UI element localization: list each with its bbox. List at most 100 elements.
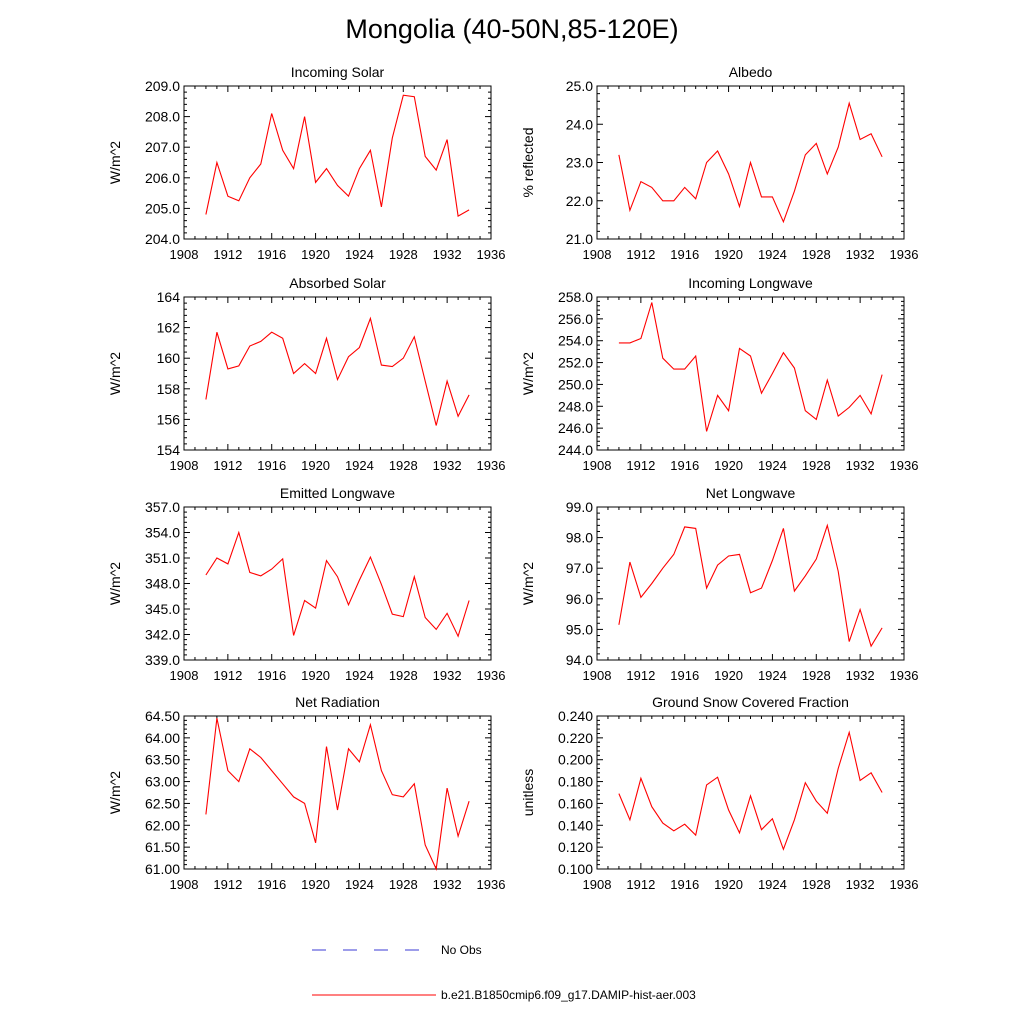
y-axis-label: W/m^2	[107, 352, 123, 395]
y-tick-label: 64.50	[145, 708, 180, 724]
y-tick-label: 258.0	[558, 289, 593, 305]
y-tick-label: 0.120	[558, 839, 593, 855]
y-tick-label: 246.0	[558, 420, 593, 436]
x-tick-label: 1924	[758, 877, 787, 892]
x-tick-label: 1936	[890, 668, 919, 683]
y-tick-label: 154	[157, 442, 181, 458]
y-tick-label: 339.0	[145, 652, 180, 668]
x-tick-label: 1920	[301, 877, 330, 892]
plot-frame	[596, 296, 905, 451]
panel-title: Net Radiation	[295, 694, 380, 710]
y-tick-label: 23.0	[566, 155, 593, 171]
x-tick-label: 1908	[170, 458, 199, 473]
y-tick-label: 64.00	[145, 730, 180, 746]
panel-3: 1908 1912 1916 1920 1924 1928 1932 1936 154 156 15…	[107, 275, 505, 473]
x-tick-label: 1920	[714, 877, 743, 892]
panel-5: 1908 1912 1916 1920 1924 1928 1932 1936 339.0 342…	[107, 485, 505, 683]
y-tick-label: 254.0	[558, 333, 593, 349]
x-tick-label: 1916	[670, 668, 699, 683]
x-tick-label: 1928	[802, 458, 831, 473]
plot-frame	[596, 715, 905, 870]
y-tick-label: 0.240	[558, 708, 593, 724]
y-tick-label: 0.100	[558, 861, 593, 877]
y-tick-label: 62.50	[145, 795, 180, 811]
y-tick-label: 0.160	[558, 795, 593, 811]
y-tick-label: 24.0	[566, 116, 593, 132]
x-tick-label: 1912	[626, 247, 655, 262]
x-tick-label: 1932	[846, 668, 875, 683]
x-tick-label: 1908	[170, 247, 199, 262]
panel-title: Absorbed Solar	[289, 275, 386, 291]
panel-title: Ground Snow Covered Fraction	[652, 694, 849, 710]
x-tick-label: 1908	[170, 877, 199, 892]
plot-frame	[183, 296, 492, 451]
x-tick-label: 1936	[477, 877, 506, 892]
x-tick-label: 1916	[670, 877, 699, 892]
y-tick-label: 95.0	[566, 621, 593, 637]
x-tick-label: 1932	[846, 877, 875, 892]
x-tick-label: 1928	[802, 668, 831, 683]
panel-8: 1908 1912 1916 1920 1924 1928 1932 1936 0.100 0.1…	[520, 694, 918, 892]
x-tick-label: 1908	[170, 668, 199, 683]
plot-frame	[183, 715, 492, 870]
panel-title: Net Longwave	[706, 485, 796, 501]
x-tick-label: 1924	[758, 247, 787, 262]
plot-frame	[183, 85, 492, 240]
series-line	[205, 316, 470, 426]
y-tick-label: 348.0	[145, 576, 180, 592]
y-tick-label: 25.0	[566, 78, 593, 94]
y-tick-label: 248.0	[558, 398, 593, 414]
y-tick-label: 209.0	[145, 78, 180, 94]
y-tick-label: 357.0	[145, 499, 180, 515]
panel-2: 1908 1912 1916 1920 1924 1928 1932 1936 21.0 22.0…	[520, 64, 918, 262]
x-tick-label: 1920	[301, 458, 330, 473]
y-axis-label: unitless	[520, 769, 536, 816]
x-tick-label: 1936	[890, 458, 919, 473]
series-line	[205, 718, 470, 871]
x-tick-label: 1912	[626, 668, 655, 683]
y-tick-label: 354.0	[145, 525, 180, 541]
series-line	[618, 730, 883, 851]
y-tick-label: 244.0	[558, 442, 593, 458]
x-tick-label: 1936	[890, 877, 919, 892]
y-tick-label: 0.180	[558, 774, 593, 790]
panel-6: 1908 1912 1916 1920 1924 1928 1932 1936 94.0 95.0…	[520, 485, 918, 683]
x-tick-label: 1920	[714, 247, 743, 262]
y-tick-label: 99.0	[566, 499, 593, 515]
x-tick-label: 1920	[714, 458, 743, 473]
x-tick-label: 1916	[670, 247, 699, 262]
y-tick-label: 63.00	[145, 774, 180, 790]
y-tick-label: 62.00	[145, 817, 180, 833]
x-tick-label: 1924	[345, 247, 374, 262]
y-axis-label: W/m^2	[107, 771, 123, 814]
x-tick-label: 1928	[802, 877, 831, 892]
y-tick-label: 94.0	[566, 652, 593, 668]
x-tick-label: 1912	[213, 668, 242, 683]
x-tick-label: 1924	[758, 668, 787, 683]
x-tick-label: 1916	[257, 668, 286, 683]
y-axis-label: W/m^2	[107, 562, 123, 605]
x-tick-label: 1916	[257, 247, 286, 262]
x-tick-label: 1916	[257, 877, 286, 892]
x-tick-label: 1916	[670, 458, 699, 473]
y-tick-label: 351.0	[145, 550, 180, 566]
x-tick-label: 1920	[301, 247, 330, 262]
x-tick-label: 1920	[301, 668, 330, 683]
x-tick-label: 1928	[389, 458, 418, 473]
y-tick-label: 96.0	[566, 591, 593, 607]
y-tick-label: 98.0	[566, 530, 593, 546]
y-axis-label: W/m^2	[107, 141, 123, 184]
y-tick-label: 21.0	[566, 231, 593, 247]
panel-1: 1908 1912 1916 1920 1924 1928 1932 1936 204.0 205…	[107, 64, 505, 262]
y-tick-label: 342.0	[145, 627, 180, 643]
series-line	[205, 94, 470, 217]
y-tick-label: 162	[157, 320, 181, 336]
panel-title: Emitted Longwave	[280, 485, 395, 501]
x-tick-label: 1912	[213, 247, 242, 262]
y-axis-label: W/m^2	[520, 352, 536, 395]
figure-title: Mongolia (40-50N,85-120E)	[345, 14, 679, 44]
y-tick-label: 158	[157, 381, 181, 397]
x-tick-label: 1912	[213, 458, 242, 473]
x-tick-label: 1936	[477, 458, 506, 473]
